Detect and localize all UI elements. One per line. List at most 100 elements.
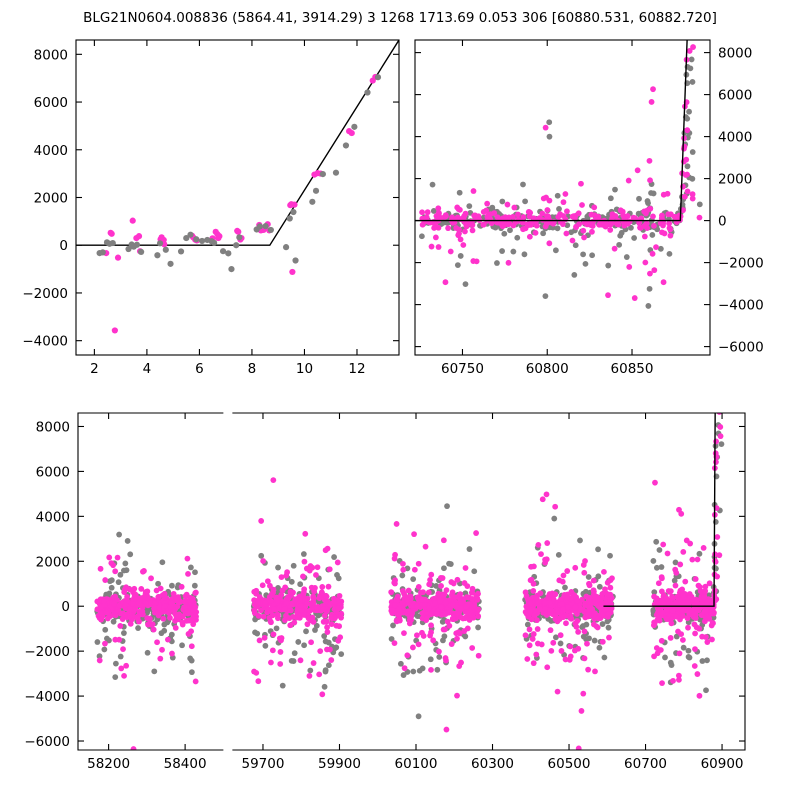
data-point: [318, 589, 325, 596]
data-point: [415, 641, 422, 648]
data-point: [650, 86, 656, 93]
data-point: [592, 610, 598, 617]
data-point: [102, 626, 109, 633]
data-point: [637, 224, 643, 231]
y-tick-label: 8000: [34, 47, 68, 63]
x-tick-label: 59700: [242, 756, 285, 772]
data-point: [456, 226, 462, 233]
data-point: [566, 656, 573, 663]
data-point: [130, 746, 137, 750]
scatter-season-2018-magenta: [94, 554, 200, 750]
x-tick-label: 2: [90, 361, 99, 375]
data-point: [442, 279, 449, 286]
data-point: [427, 632, 433, 639]
data-point: [290, 658, 297, 664]
data-point: [156, 240, 164, 247]
data-point: [663, 595, 670, 602]
data-point: [151, 668, 158, 675]
data-point: [589, 228, 595, 235]
data-point: [447, 561, 454, 567]
data-point: [269, 612, 276, 619]
data-point: [456, 630, 463, 637]
panel-zoom-event[interactable]: 24681012−4000−200002000400060008000+6.08…: [0, 30, 410, 375]
data-point: [641, 223, 648, 229]
data-point: [304, 621, 311, 628]
data-point: [686, 108, 692, 115]
panel-recent-season[interactable]: 60750 60800 60850 −6000 −4000 −2000 0 2000 4000 6…: [410, 30, 800, 375]
data-point: [654, 612, 660, 618]
data-point: [161, 621, 168, 628]
data-point: [393, 617, 400, 624]
data-point: [187, 655, 194, 662]
data-point: [673, 569, 680, 576]
data-point: [636, 195, 642, 202]
data-point: [131, 585, 138, 592]
data-point: [580, 227, 587, 234]
data-point: [114, 254, 122, 261]
data-point: [546, 600, 553, 606]
data-point: [289, 268, 296, 276]
data-point: [274, 597, 281, 604]
data-point: [580, 251, 586, 258]
data-point: [278, 574, 285, 581]
data-point: [580, 562, 587, 568]
data-point: [300, 573, 306, 580]
data-point: [539, 496, 546, 503]
data-point: [269, 647, 276, 654]
x-tick-label: 60500: [548, 756, 591, 772]
data-point: [335, 575, 342, 582]
data-point: [145, 615, 152, 622]
data-point: [450, 602, 456, 608]
data-point: [319, 584, 326, 590]
data-point: [669, 608, 676, 615]
data-point: [428, 611, 434, 618]
data-point: [586, 608, 593, 615]
data-point: [605, 611, 612, 618]
data-point: [167, 603, 174, 610]
data-point: [162, 603, 169, 610]
data-point: [690, 44, 696, 50]
data-point: [461, 628, 468, 634]
data-point: [680, 548, 687, 555]
data-point: [471, 568, 478, 575]
data-point: [642, 259, 649, 266]
data-point: [112, 568, 119, 575]
data-point: [102, 577, 109, 583]
data-point: [554, 192, 561, 199]
data-point: [475, 652, 482, 659]
data-point: [211, 239, 218, 246]
data-point: [576, 221, 583, 228]
data-point: [108, 230, 115, 237]
data-point: [567, 643, 574, 650]
data-point: [709, 636, 715, 643]
data-point: [254, 630, 261, 637]
data-point: [148, 575, 154, 582]
data-point: [97, 565, 104, 572]
data-point: [682, 172, 689, 178]
data-point: [653, 595, 660, 602]
data-point: [390, 622, 396, 629]
panel-full-lightcurve[interactable]: 58200 58400 59700 59900 60100 60300 60500 60700…: [0, 400, 800, 800]
data-point: [649, 250, 656, 257]
data-point: [520, 214, 527, 220]
data-point: [689, 191, 696, 198]
data-point: [442, 212, 449, 219]
data-point: [621, 222, 628, 229]
y-tick-label: 2000: [36, 554, 70, 570]
data-point: [438, 604, 445, 610]
data-point: [702, 618, 708, 625]
data-point: [139, 608, 146, 615]
data-point: [96, 657, 103, 664]
data-point: [521, 251, 528, 258]
data-point: [596, 644, 603, 651]
data-point: [114, 554, 121, 561]
data-point: [270, 477, 277, 484]
data-point: [681, 145, 687, 152]
data-point: [625, 177, 632, 184]
data-point: [538, 551, 544, 557]
data-point: [268, 619, 274, 626]
data-point: [660, 191, 667, 198]
data-point: [644, 198, 651, 204]
data-point: [469, 596, 476, 602]
